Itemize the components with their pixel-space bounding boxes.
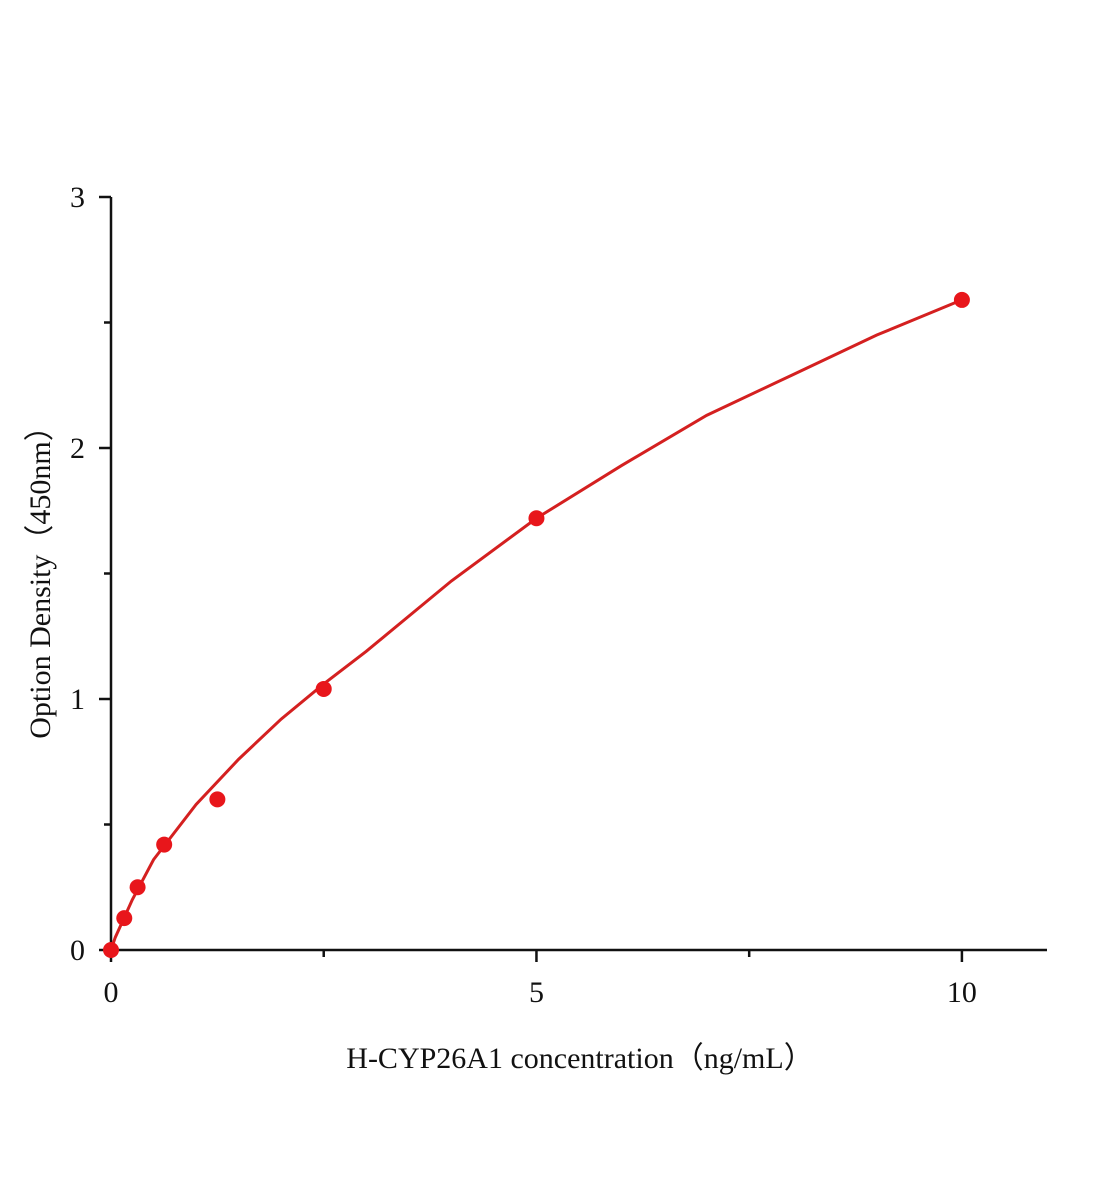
fit-curve: [109, 298, 963, 951]
y-axis-label: Option Density（450nm）: [24, 411, 57, 739]
y-tick-label: 2: [70, 432, 85, 465]
data-point: [953, 291, 970, 308]
data-point: [156, 836, 173, 853]
data-point: [209, 791, 226, 808]
y-tick-label: 0: [70, 934, 85, 967]
data-point: [129, 879, 146, 896]
data-point: [116, 910, 133, 927]
data-point: [528, 510, 545, 527]
y-tick-label: 3: [70, 181, 85, 214]
x-tick-label: 10: [947, 976, 977, 1009]
y-tick-label: 1: [70, 683, 85, 716]
x-tick-label: 0: [104, 976, 119, 1009]
data-point: [103, 942, 119, 958]
x-tick-label: 5: [529, 976, 544, 1009]
x-axis-label: H-CYP26A1 concentration（ng/mL）: [346, 1042, 813, 1075]
data-point: [315, 680, 332, 697]
